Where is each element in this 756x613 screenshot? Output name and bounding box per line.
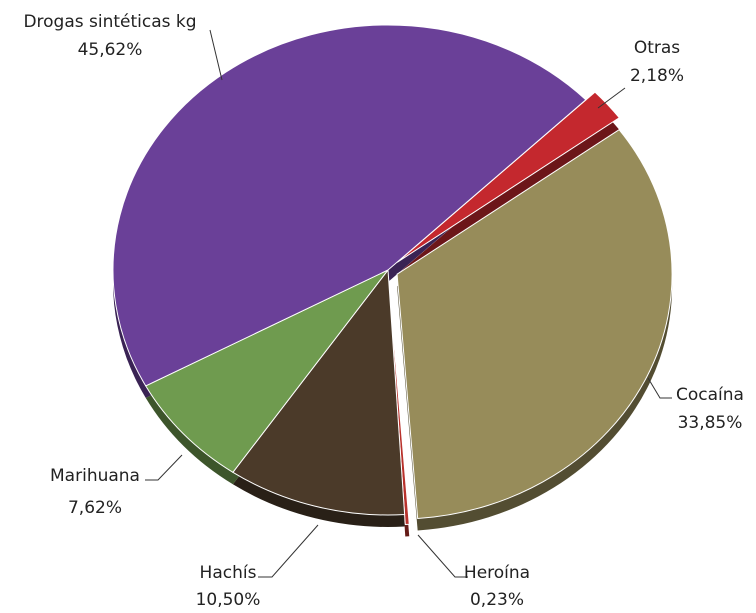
leader-line: [647, 377, 672, 399]
slice-label: Otras: [634, 38, 680, 58]
slice: [396, 128, 673, 520]
slice-label: Marihuana: [50, 466, 140, 486]
leader-line: [597, 87, 626, 109]
value-label: 33,85%: [678, 413, 743, 433]
slice: [232, 268, 406, 516]
value-label: 2,18%: [630, 66, 684, 86]
slice-label: Hachís: [200, 563, 257, 583]
slice: [112, 24, 587, 387]
slice: [145, 269, 389, 473]
slice-label: Drogas sintéticas kg: [23, 12, 196, 32]
slice-label: Cocaína: [676, 385, 744, 405]
value-label: 45,62%: [78, 40, 143, 60]
slice-label: Heroína: [464, 563, 530, 583]
value-label: 0,23%: [470, 590, 524, 610]
leader-line: [417, 534, 468, 578]
slice: [396, 91, 620, 263]
slice: [388, 279, 410, 526]
leader-line: [145, 454, 183, 481]
value-label: 7,62%: [68, 498, 122, 518]
value-label: 10,50%: [196, 590, 261, 610]
leader-line: [209, 29, 223, 81]
leader-line: [258, 524, 319, 578]
